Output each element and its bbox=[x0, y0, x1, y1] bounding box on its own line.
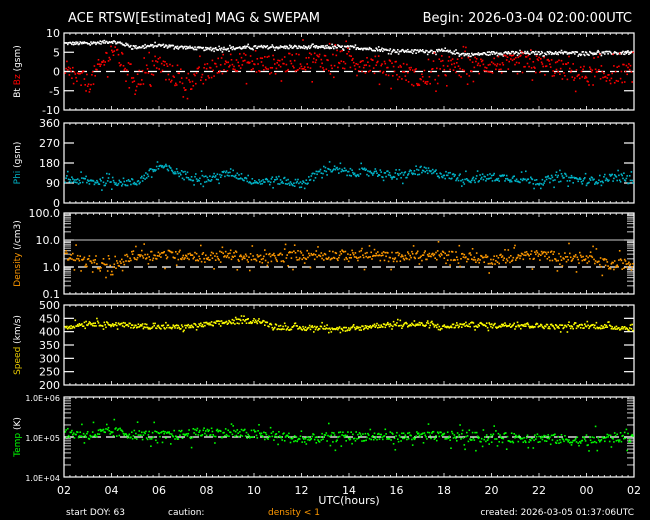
chart-title: ACE RTSW[Estimated] MAG & SWEPAM bbox=[68, 11, 320, 26]
panels: 10 5 0 -5 -10 Bt Bz (gsm) 360 270 180 90 0 Phi (gsm… bbox=[13, 27, 635, 483]
y-tick-label: 250 bbox=[39, 366, 60, 379]
y-tick-label: 1.0 bbox=[43, 261, 61, 274]
x-tick-label: 22 bbox=[532, 484, 546, 497]
y-tick-label: 5 bbox=[53, 46, 60, 59]
begin-time: Begin: 2026-03-04 02:00:00UTC bbox=[423, 11, 632, 26]
y-tick-label: 10.0 bbox=[36, 234, 61, 247]
y-axis-label: Temp (K) bbox=[13, 417, 23, 458]
panel-phi-gsm-: 360 270 180 90 0 Phi (gsm) bbox=[13, 117, 635, 210]
y-axis-label: Speed (km/s) bbox=[13, 315, 23, 375]
density-caution: density < 1 bbox=[268, 508, 320, 518]
y-tick-label: 0.1 bbox=[43, 288, 61, 301]
y-tick-label: 360 bbox=[39, 117, 60, 130]
y-tick-label: 400 bbox=[39, 326, 60, 339]
y-tick-label: 100.0 bbox=[29, 207, 61, 220]
x-tick-label: 06 bbox=[152, 484, 166, 497]
x-axis-label: UTC(hours) bbox=[318, 494, 379, 507]
y-tick-label: 0 bbox=[53, 66, 60, 79]
x-axis-tick-labels: 02 04 06 08 10 12 14 16 18 20 22 00 02 bbox=[57, 484, 641, 497]
y-tick-label: 1.0E+04 bbox=[25, 474, 60, 483]
y-tick-label: 450 bbox=[39, 312, 60, 325]
x-tick-label: 08 bbox=[200, 484, 214, 497]
panel-density-cm3-: 100.0 10.0 1.0 0.1 Density (/cm3) bbox=[13, 207, 635, 301]
created-time: created: 2026-03-05 01:37:06UTC bbox=[480, 508, 634, 518]
series-bt bbox=[64, 39, 634, 58]
series-density bbox=[64, 241, 634, 279]
x-tick-label: 12 bbox=[295, 484, 309, 497]
y-tick-label: 300 bbox=[39, 352, 60, 365]
y-axis-label: Phi (gsm) bbox=[13, 142, 23, 185]
series-speed bbox=[64, 315, 634, 334]
y-tick-label: 1.0E+05 bbox=[25, 434, 60, 443]
series-phi bbox=[64, 161, 634, 191]
caution-label: caution: bbox=[168, 508, 204, 518]
y-tick-label: 10 bbox=[46, 27, 60, 40]
x-tick-label: 02 bbox=[57, 484, 71, 497]
x-tick-label: 10 bbox=[247, 484, 261, 497]
x-tick-label: 16 bbox=[390, 484, 404, 497]
y-axis-label: Density (/cm3) bbox=[13, 220, 23, 287]
x-tick-label: 14 bbox=[342, 484, 356, 497]
series-bz bbox=[64, 39, 634, 100]
y-tick-label: 350 bbox=[39, 339, 60, 352]
y-tick-label: 90 bbox=[46, 177, 60, 190]
y-tick-label: -10 bbox=[42, 104, 60, 117]
x-tick-label: 18 bbox=[437, 484, 451, 497]
y-tick-label: 500 bbox=[39, 299, 60, 312]
x-tick-label: 04 bbox=[105, 484, 119, 497]
y-tick-label: -5 bbox=[49, 85, 60, 98]
x-tick-label: 20 bbox=[485, 484, 499, 497]
y-tick-label: 200 bbox=[39, 379, 60, 392]
y-tick-label: 1.0E+06 bbox=[25, 394, 60, 403]
x-tick-label: 00 bbox=[580, 484, 594, 497]
panel-temp-k-: 1.0E+06 1.0E+05 1.0E+04 Temp (K) bbox=[13, 394, 635, 483]
panel-bt-bz-gsm-: 10 5 0 -5 -10 Bt Bz (gsm) bbox=[13, 27, 635, 117]
x-tick-label: 02 bbox=[627, 484, 641, 497]
series-temp bbox=[64, 418, 634, 452]
start-doy: start DOY: 63 bbox=[66, 508, 125, 518]
y-tick-label: 0 bbox=[53, 197, 60, 210]
y-tick-label: 270 bbox=[39, 137, 60, 150]
y-tick-label: 180 bbox=[39, 157, 60, 170]
y-axis-label: Bt Bz (gsm) bbox=[13, 45, 23, 98]
